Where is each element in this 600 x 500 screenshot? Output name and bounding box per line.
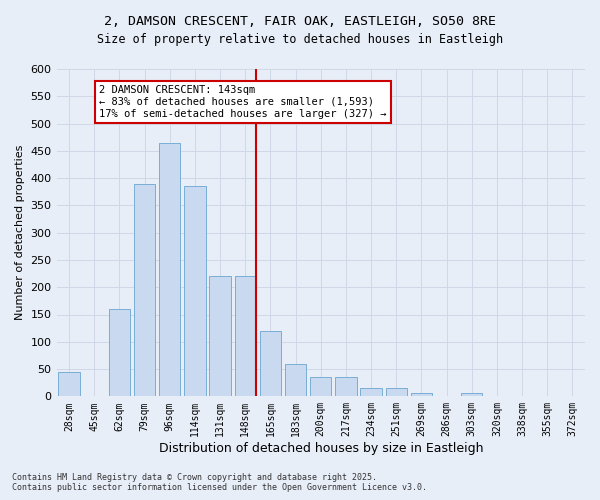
- Bar: [285, 364, 307, 396]
- Text: Size of property relative to detached houses in Eastleigh: Size of property relative to detached ho…: [97, 32, 503, 46]
- Bar: [159, 142, 181, 396]
- Bar: [134, 184, 155, 396]
- Bar: [260, 331, 281, 396]
- Text: Contains HM Land Registry data © Crown copyright and database right 2025.
Contai: Contains HM Land Registry data © Crown c…: [12, 473, 427, 492]
- Bar: [310, 377, 331, 396]
- X-axis label: Distribution of detached houses by size in Eastleigh: Distribution of detached houses by size …: [158, 442, 483, 455]
- Bar: [386, 388, 407, 396]
- Bar: [209, 276, 231, 396]
- Bar: [361, 388, 382, 396]
- Y-axis label: Number of detached properties: Number of detached properties: [15, 145, 25, 320]
- Bar: [411, 392, 432, 396]
- Bar: [235, 276, 256, 396]
- Bar: [335, 377, 356, 396]
- Bar: [109, 309, 130, 396]
- Text: 2, DAMSON CRESCENT, FAIR OAK, EASTLEIGH, SO50 8RE: 2, DAMSON CRESCENT, FAIR OAK, EASTLEIGH,…: [104, 15, 496, 28]
- Bar: [58, 372, 80, 396]
- Text: 2 DAMSON CRESCENT: 143sqm
← 83% of detached houses are smaller (1,593)
17% of se: 2 DAMSON CRESCENT: 143sqm ← 83% of detac…: [100, 86, 387, 118]
- Bar: [461, 392, 482, 396]
- Bar: [184, 186, 206, 396]
